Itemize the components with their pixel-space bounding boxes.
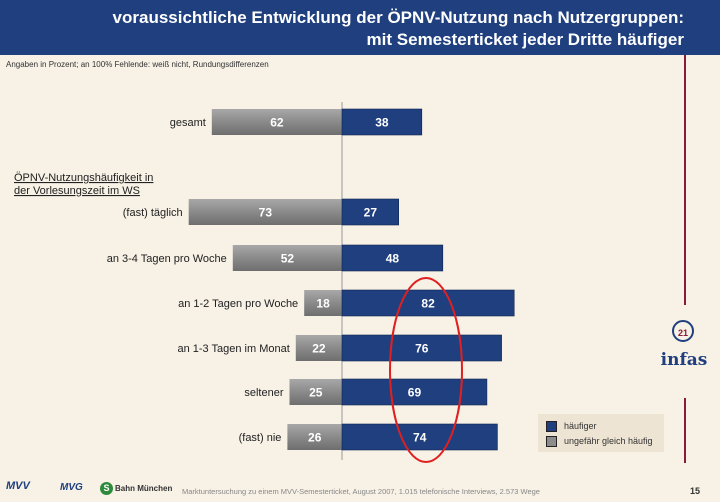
chart-legend: häufiger ungefähr gleich häufig	[538, 414, 664, 452]
mvg-logo: MVG	[60, 482, 83, 493]
category-label: an 3-4 Tagen pro Woche	[107, 253, 227, 265]
highlight-ellipse	[389, 277, 463, 463]
data-label-haeufiger: 74	[413, 431, 427, 445]
legend-label: häufiger	[564, 421, 597, 431]
legend-swatch-gray	[546, 436, 557, 447]
bar-haeufiger	[341, 244, 444, 272]
bar-haeufiger	[341, 289, 515, 317]
bar-haeufiger	[341, 423, 498, 451]
bar-haeufiger	[341, 108, 423, 136]
group-heading-line: ÖPNV-Nutzungshäufigkeit in	[14, 172, 153, 184]
data-label-gleich: 18	[316, 297, 330, 311]
page-title-line-2: mit Semesterticket jeder Dritte häufiger	[366, 30, 684, 49]
title-banner	[0, 0, 720, 55]
data-label-haeufiger: 27	[364, 206, 378, 220]
category-label: an 1-3 Tagen im Monat	[177, 343, 289, 355]
data-label-gleich: 52	[281, 252, 295, 266]
infas-wordmark: infas	[660, 350, 708, 370]
sbahn-logo: S Bahn München	[100, 480, 172, 498]
bar-gleich	[188, 199, 342, 225]
bar-haeufiger	[341, 334, 502, 362]
infas-logo: 21 infas	[658, 320, 710, 382]
bar-gleich	[232, 245, 342, 271]
mvv-logo: MVV	[6, 480, 30, 492]
bar-haeufiger	[341, 378, 488, 406]
frame-line-vertical-lower	[684, 398, 686, 463]
data-label-gleich: 62	[270, 116, 284, 130]
data-label-haeufiger: 38	[375, 116, 389, 130]
category-label: an 1-2 Tagen pro Woche	[178, 298, 298, 310]
bar-gleich	[287, 424, 342, 450]
category-label: seltener	[244, 387, 283, 399]
data-label-gleich: 73	[259, 206, 273, 220]
data-label-gleich: 25	[309, 386, 323, 400]
group-heading-line: der Vorlesungszeit im WS	[14, 185, 140, 197]
bar-haeufiger	[341, 198, 400, 226]
chart-note: Angaben in Prozent; an 100% Fehlende: we…	[6, 60, 269, 69]
bar-gleich	[304, 290, 342, 316]
bar-gleich	[295, 335, 342, 361]
data-label-haeufiger: 69	[408, 386, 422, 400]
sbahn-label: Bahn München	[115, 484, 173, 494]
category-label: (fast) täglich	[123, 207, 183, 219]
data-label-gleich: 26	[308, 431, 322, 445]
footer-source: Marktuntersuchung zu einem MVV-Semestert…	[182, 487, 540, 496]
frame-line-vertical	[684, 55, 686, 305]
infas-21-icon: 21	[672, 320, 694, 342]
category-label: gesamt	[170, 117, 206, 129]
legend-label: ungefähr gleich häufig	[564, 436, 653, 446]
data-label-haeufiger: 82	[421, 297, 435, 311]
data-label-gleich: 22	[312, 342, 326, 356]
sbahn-icon: S	[100, 482, 113, 496]
bar-gleich	[211, 109, 342, 135]
page-title-line-1: voraussichtliche Entwicklung der ÖPNV-Nu…	[112, 8, 684, 27]
data-label-haeufiger: 76	[415, 342, 429, 356]
bar-gleich	[289, 379, 342, 405]
category-label: (fast) nie	[239, 432, 282, 444]
data-label-haeufiger: 48	[386, 252, 400, 266]
legend-swatch-navy	[546, 421, 557, 432]
page-number: 15	[690, 486, 701, 496]
